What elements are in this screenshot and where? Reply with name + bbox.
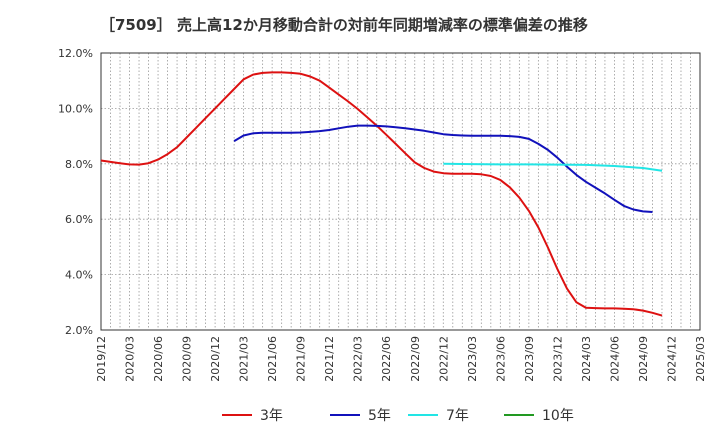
x-tick-labels: 2019/12 2020/03 2020/06 2020/09 2020/12 2021/… — [95, 336, 707, 382]
y-tick-label: 12.0% — [58, 47, 93, 60]
x-tick-label: 2022/03 — [352, 336, 365, 382]
series-lines — [100, 71, 663, 317]
series-line-7年 — [443, 162, 663, 172]
x-tick-label: 2019/12 — [95, 336, 108, 382]
series-line-5年 — [233, 124, 653, 213]
x-tick-label: 2024/06 — [608, 336, 621, 382]
x-tick-label: 2020/09 — [181, 336, 194, 382]
x-tick-label: 2023/09 — [523, 336, 536, 382]
x-tick-label: 2024/09 — [637, 336, 650, 382]
x-tick-label: 2020/06 — [152, 336, 165, 382]
legend-label: 7年 — [446, 408, 469, 424]
x-tick-label: 2020/12 — [209, 336, 222, 382]
y-tick-labels: 2.0% 4.0% 6.0% 8.0% 10.0% 12.0% — [58, 47, 93, 337]
x-tick-label: 2021/03 — [238, 336, 251, 382]
axes — [100, 52, 701, 331]
legend-label: 5年 — [368, 408, 391, 424]
legend-label: 3年 — [260, 408, 283, 424]
x-tick-label: 2022/09 — [409, 336, 422, 382]
legend: 3年 5年 7年 10年 — [222, 408, 574, 424]
x-tick-label: 2021/06 — [266, 336, 279, 382]
x-tick-label: 2022/12 — [437, 336, 450, 382]
x-tick-label: 2022/06 — [380, 336, 393, 382]
x-tick-label: 2023/12 — [551, 336, 564, 382]
chart-title: ［7509］ 売上高12か月移動合計の対前年同期増減率の標準偏差の推移 — [100, 16, 588, 34]
grid-lines — [101, 52, 700, 331]
x-tick-label: 2024/03 — [580, 336, 593, 382]
x-tick-label: 2023/03 — [466, 336, 479, 382]
x-tick-label: 2021/09 — [295, 336, 308, 382]
x-tick-label: 2023/06 — [494, 336, 507, 382]
y-tick-label: 2.0% — [65, 324, 93, 337]
x-tick-label: 2020/03 — [124, 336, 137, 382]
series-line-3年 — [100, 71, 663, 317]
plot-frame — [100, 52, 701, 331]
x-tick-label: 2021/12 — [323, 336, 336, 382]
y-tick-label: 10.0% — [58, 102, 93, 115]
y-tick-label: 8.0% — [65, 158, 93, 171]
x-tick-label: 2024/12 — [665, 336, 678, 382]
x-tick-label: 2025/03 — [694, 336, 707, 382]
legend-label: 10年 — [542, 408, 574, 424]
y-tick-label: 4.0% — [65, 269, 93, 282]
y-tick-label: 6.0% — [65, 213, 93, 226]
